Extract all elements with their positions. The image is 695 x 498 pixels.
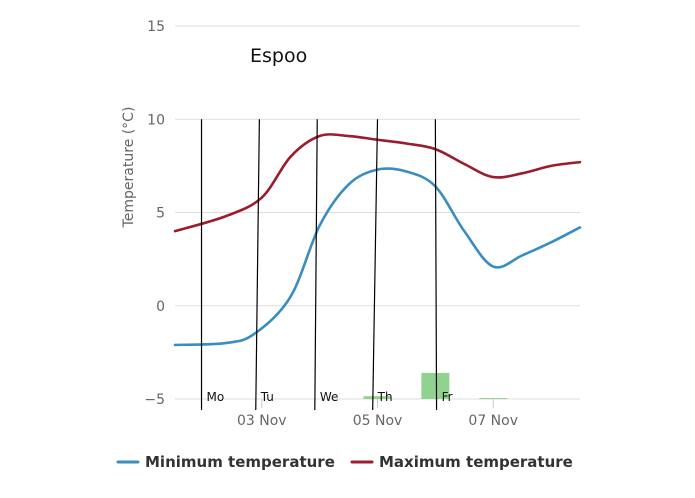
legend-label: Minimum temperature [145,453,335,471]
x-tick-label: 05 Nov [353,413,403,429]
precipitation-bar-layer [363,372,508,400]
day-marker-layer: Mo Tu We Th Fr [200,119,453,411]
day-marker-line [255,119,260,411]
maximum-temperature-line [173,133,582,233]
day-label: Th [377,390,393,404]
day-marker-line [314,119,318,411]
y-tick-label: 10 [147,112,165,128]
precipitation-bar [479,398,508,400]
y-tick-label: −5 [144,392,165,408]
day-marker-line [372,119,379,411]
precipitation-bar [363,396,392,399]
chart-title: Espoo [250,45,307,67]
day-label: Mo [207,390,225,404]
legend-label: Maximum temperature [379,453,573,471]
precipitation-bar [421,372,450,399]
y-tick-label: 0 [156,299,165,315]
y-axis-label: Temperature (°C) [121,107,137,229]
series-layer [173,133,582,347]
day-label: We [320,390,339,404]
day-marker-line [434,119,438,411]
day-label: Fr [442,390,453,404]
y-tick-label: 5 [156,206,165,222]
minimum-temperature-line [173,167,582,347]
x-tick-label: 07 Nov [468,413,518,429]
axis-layer: 15 10 5 0 −5 03 Nov 05 Nov 07 Nov [144,19,518,429]
legend: Minimum temperature Maximum temperature [116,453,573,471]
day-label: Tu [260,390,274,404]
y-tick-label: 15 [147,19,165,35]
x-tick-label: 03 Nov [237,413,287,429]
